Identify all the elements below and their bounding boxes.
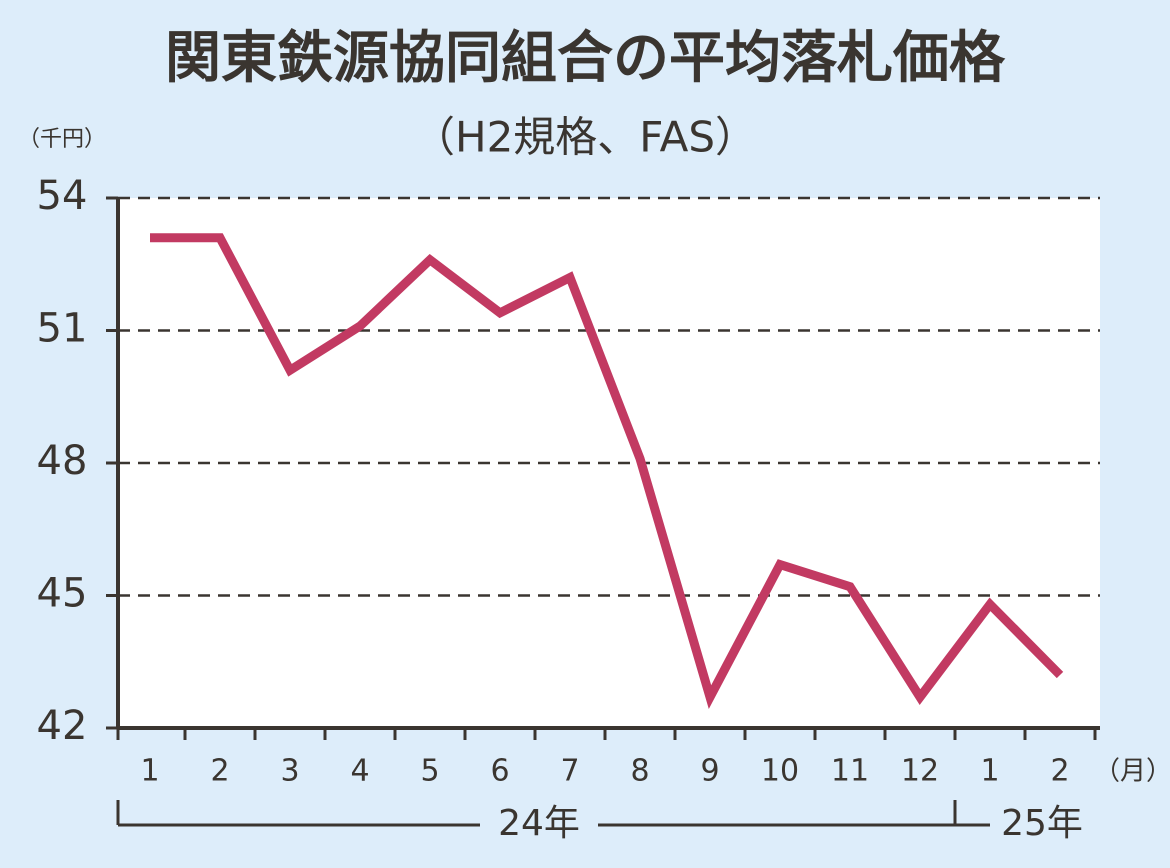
x-tick-label: 12 bbox=[901, 754, 939, 789]
year-label: 24年 bbox=[498, 803, 580, 844]
x-tick-label: 1 bbox=[980, 754, 999, 789]
x-tick-label: 6 bbox=[490, 754, 509, 789]
x-tick-label: 7 bbox=[560, 754, 579, 789]
x-tick-label: 4 bbox=[350, 754, 369, 789]
x-tick-label: 10 bbox=[761, 754, 799, 789]
x-tick-label: 2 bbox=[210, 754, 229, 789]
chart-title: 関東鉄源協同組合の平均落札価格 bbox=[165, 26, 1006, 91]
y-tick-label: 51 bbox=[37, 306, 88, 352]
x-tick-label: 1 bbox=[140, 754, 159, 789]
x-tick-label: 5 bbox=[420, 754, 439, 789]
x-tick-label: 9 bbox=[700, 754, 719, 789]
x-tick-label: 3 bbox=[280, 754, 299, 789]
y-tick-label: 42 bbox=[37, 703, 88, 749]
x-unit: （月） bbox=[1094, 757, 1170, 787]
y-tick-label: 48 bbox=[37, 438, 88, 484]
data-line bbox=[150, 233, 1064, 709]
chart-subtitle: （H2規格、FAS） bbox=[413, 113, 757, 162]
year-label: 25年 bbox=[1001, 803, 1083, 844]
x-tick-label: 8 bbox=[630, 754, 649, 789]
y-unit: （千円） bbox=[18, 127, 106, 152]
x-tick-label: 11 bbox=[831, 754, 869, 789]
y-tick-label: 45 bbox=[37, 571, 88, 617]
x-tick-label: 2 bbox=[1050, 754, 1069, 789]
y-tick-label: 54 bbox=[37, 173, 88, 219]
